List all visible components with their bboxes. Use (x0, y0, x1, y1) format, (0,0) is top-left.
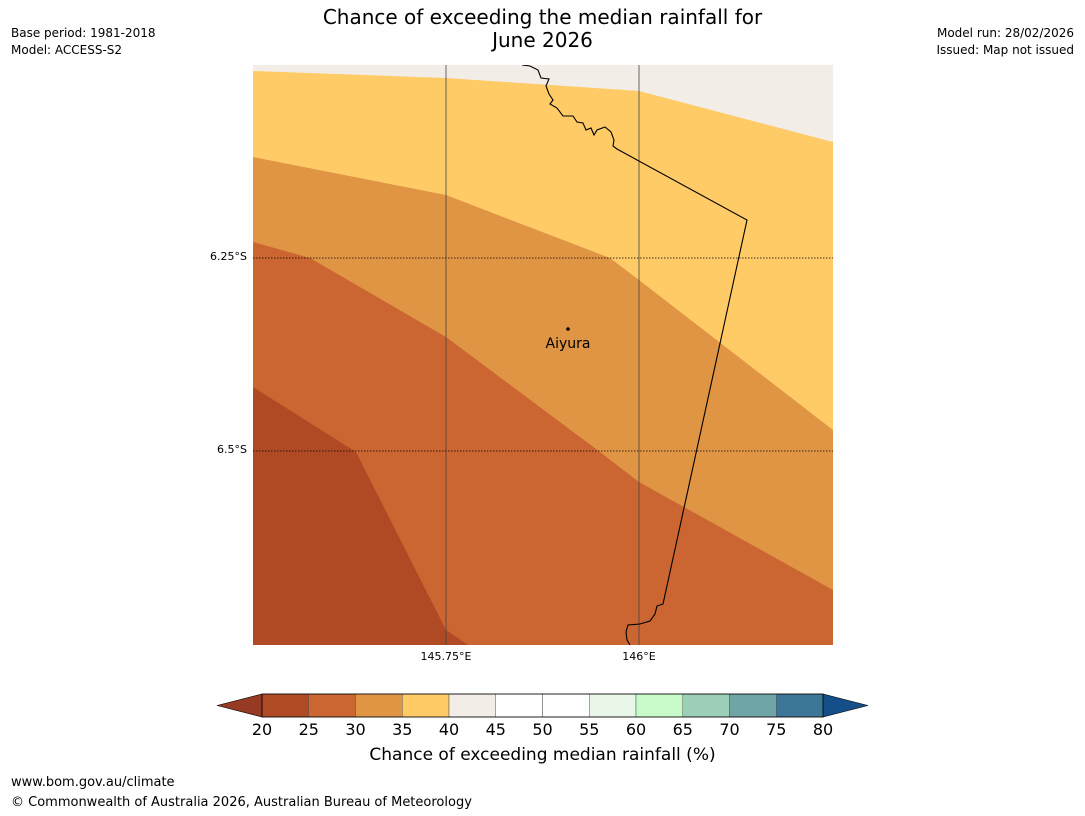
aiyura-marker (566, 327, 570, 331)
colorbar-segment-60 (635, 693, 683, 718)
colorbar-segment-45 (495, 693, 543, 718)
colorbar-tick-55: 55 (579, 720, 600, 739)
model-text: Model: ACCESS-S2 (11, 43, 123, 57)
colorbar-segment-30 (355, 693, 403, 718)
footer-url: www.bom.gov.au/climate (11, 775, 175, 790)
colorbar-tick-25: 25 (298, 720, 319, 739)
colorbar-segment-70 (729, 693, 777, 718)
colorbar-segment-20 (261, 693, 309, 718)
colorbar-tick-60: 60 (625, 720, 647, 739)
map-title: Chance of exceeding the median rainfall … (0, 6, 1085, 52)
colorbar-tick-75: 75 (766, 720, 787, 739)
colorbar (216, 693, 869, 718)
colorbar-segment-55 (589, 693, 637, 718)
model-run-text: Model run: 28/02/2026 (936, 26, 1074, 40)
lat-label-6-25: 6.25°S (210, 250, 247, 263)
colorbar-tick-65: 65 (672, 720, 693, 739)
colorbar-tick-20: 20 (251, 720, 273, 739)
footer-copyright: © Commonwealth of Australia 2026, Austra… (11, 795, 472, 810)
colorbar-segment-65 (682, 693, 730, 718)
map-panel (253, 65, 833, 645)
lon-label-145-75: 145.75°E (420, 650, 472, 663)
colorbar-tick-40: 40 (438, 720, 460, 739)
colorbar-segment-25 (308, 693, 356, 718)
colorbar-tick-50: 50 (532, 720, 553, 739)
colorbar-extend-high (822, 693, 869, 718)
band-20-25 (253, 387, 468, 645)
province-boundary (521, 65, 748, 645)
aiyura-label: Aiyura (545, 336, 591, 352)
lon-label-146: 146°E (622, 650, 656, 663)
map-title-line2: June 2026 (492, 28, 593, 52)
colorbar-label: Chance of exceeding median rainfall (%) (369, 745, 716, 765)
metadata-right: Model run: 28/02/2026 Issued: Map not is… (936, 25, 1074, 59)
colorbar-tick-45: 45 (485, 720, 506, 739)
base-period-text: Base period: 1981-2018 (11, 26, 156, 40)
colorbar-tick-35: 35 (392, 720, 413, 739)
colorbar-extend-low (216, 693, 263, 718)
colorbar-tick-70: 70 (719, 720, 740, 739)
metadata-left: Base period: 1981-2018 Model: ACCESS-S2 (11, 25, 156, 59)
colorbar-outline (261, 693, 824, 718)
colorbar-tick-30: 30 (345, 720, 366, 739)
colorbar-segment-50 (542, 693, 590, 718)
colorbar-tick-80: 80 (812, 720, 834, 739)
lat-label-6-5: 6.5°S (217, 443, 247, 456)
colorbar-segment-40 (448, 693, 496, 718)
issued-text: Issued: Map not issued (936, 43, 1074, 57)
colorbar-segment-35 (402, 693, 450, 718)
map-title-line1: Chance of exceeding the median rainfall … (322, 5, 763, 29)
colorbar-segment-75 (776, 693, 824, 718)
